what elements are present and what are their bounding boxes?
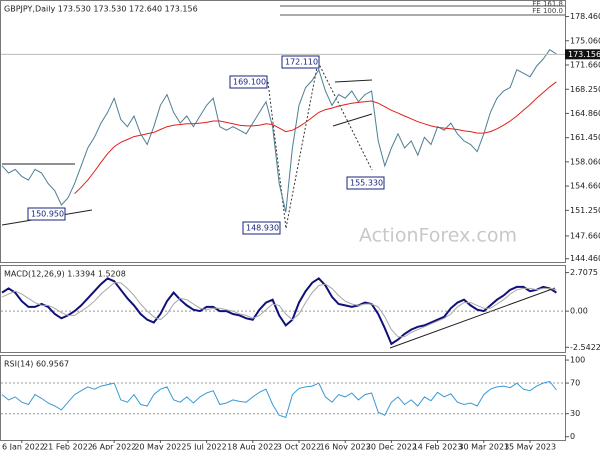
annotation-box (242, 221, 281, 235)
y-tick-label: 158.060 (570, 157, 600, 166)
trendline (334, 79, 373, 83)
y-tick-label: 0 (570, 432, 575, 441)
annotation-box (229, 75, 268, 89)
series-line (1, 49, 557, 213)
y-tick-label: 175.060 (570, 36, 600, 45)
trendline (332, 113, 373, 127)
x-tick-label: 6 Apr 2022 (92, 443, 136, 450)
connector (267, 81, 287, 229)
trendlines (1, 5, 565, 349)
panel-title: GBPJPY,Daily 173.530 173.530 172.640 173… (4, 5, 198, 14)
y-tick-label: 2.7075 (570, 268, 598, 277)
connector (317, 61, 373, 171)
series-line (1, 277, 557, 346)
x-tick-label: 3 Oct 2022 (277, 443, 321, 450)
last-price-box (565, 49, 600, 60)
annotation-label: 150.950 (31, 210, 64, 219)
annotation-label: 172.110 (285, 58, 318, 67)
x-tick-label: 5 Jul 2022 (187, 443, 227, 450)
fib-label: FE 100.0 (532, 7, 563, 15)
x-tick-label: 16 Nov 2022 (320, 443, 371, 450)
x-tick-label: 18 Aug 2022 (227, 443, 278, 450)
annotation-box (281, 55, 320, 69)
x-tick-label: 30 Mar 2023 (458, 443, 509, 450)
x-tick-label: 30 Dec 2022 (366, 443, 417, 450)
series-line (74, 81, 557, 194)
y-tick-label: 161.450 (570, 133, 600, 142)
x-tick-label: 20 May 2022 (134, 443, 186, 450)
annotation-box (27, 207, 66, 221)
x-tick-label: 6 Jan 2022 (2, 443, 45, 450)
panel-title: MACD(12,26,9) 1.3394 1.5208 (4, 270, 126, 279)
y-tick-label: 171.660 (570, 60, 600, 69)
connector (285, 61, 319, 229)
y-tick-label: 151.250 (570, 206, 600, 215)
annotation-label: 155.330 (350, 179, 383, 188)
rsi-panel-frame (0, 355, 566, 441)
x-tick-label: 21 Feb 2022 (43, 443, 93, 450)
annotation-label: 169.100 (233, 78, 266, 87)
macd-panel-frame (0, 265, 566, 353)
x-tick-label: 14 Feb 2023 (413, 443, 463, 450)
y-tick-label: 178.460 (570, 12, 600, 21)
annotation-box (346, 176, 385, 190)
series-line (1, 380, 557, 419)
y-tick-label: 0.00 (570, 307, 588, 316)
y-tick-label: 164.860 (570, 109, 600, 118)
price-panel-frame (0, 0, 566, 263)
macd-trendline (389, 287, 556, 349)
y-tick-label: 70 (570, 379, 580, 388)
dotted-connectors (267, 61, 373, 229)
annotation-label: 148.930 (246, 224, 279, 233)
y-tick-label: 30 (570, 409, 580, 418)
y-tick-label: 147.660 (570, 231, 600, 240)
y-tick-label: 168.250 (570, 85, 600, 94)
y-tick-label: 144.460 (570, 254, 600, 263)
y-tick-label: 154.660 (570, 182, 600, 191)
series-line (1, 282, 557, 338)
y-tick-label: 100 (570, 356, 585, 365)
x-tick-label: 15 May 2023 (504, 443, 556, 450)
watermark: ActionForex.com (359, 225, 517, 247)
fib-label: FE 161.8 (532, 0, 563, 8)
panel-title: RSI(14) 60.9567 (4, 360, 69, 369)
y-tick-label: -2.5422 (570, 343, 600, 352)
last-price-label: 173.156 (568, 50, 600, 59)
annotations: 172.110 169.100 148.930 150.950 155.330 (27, 55, 385, 235)
